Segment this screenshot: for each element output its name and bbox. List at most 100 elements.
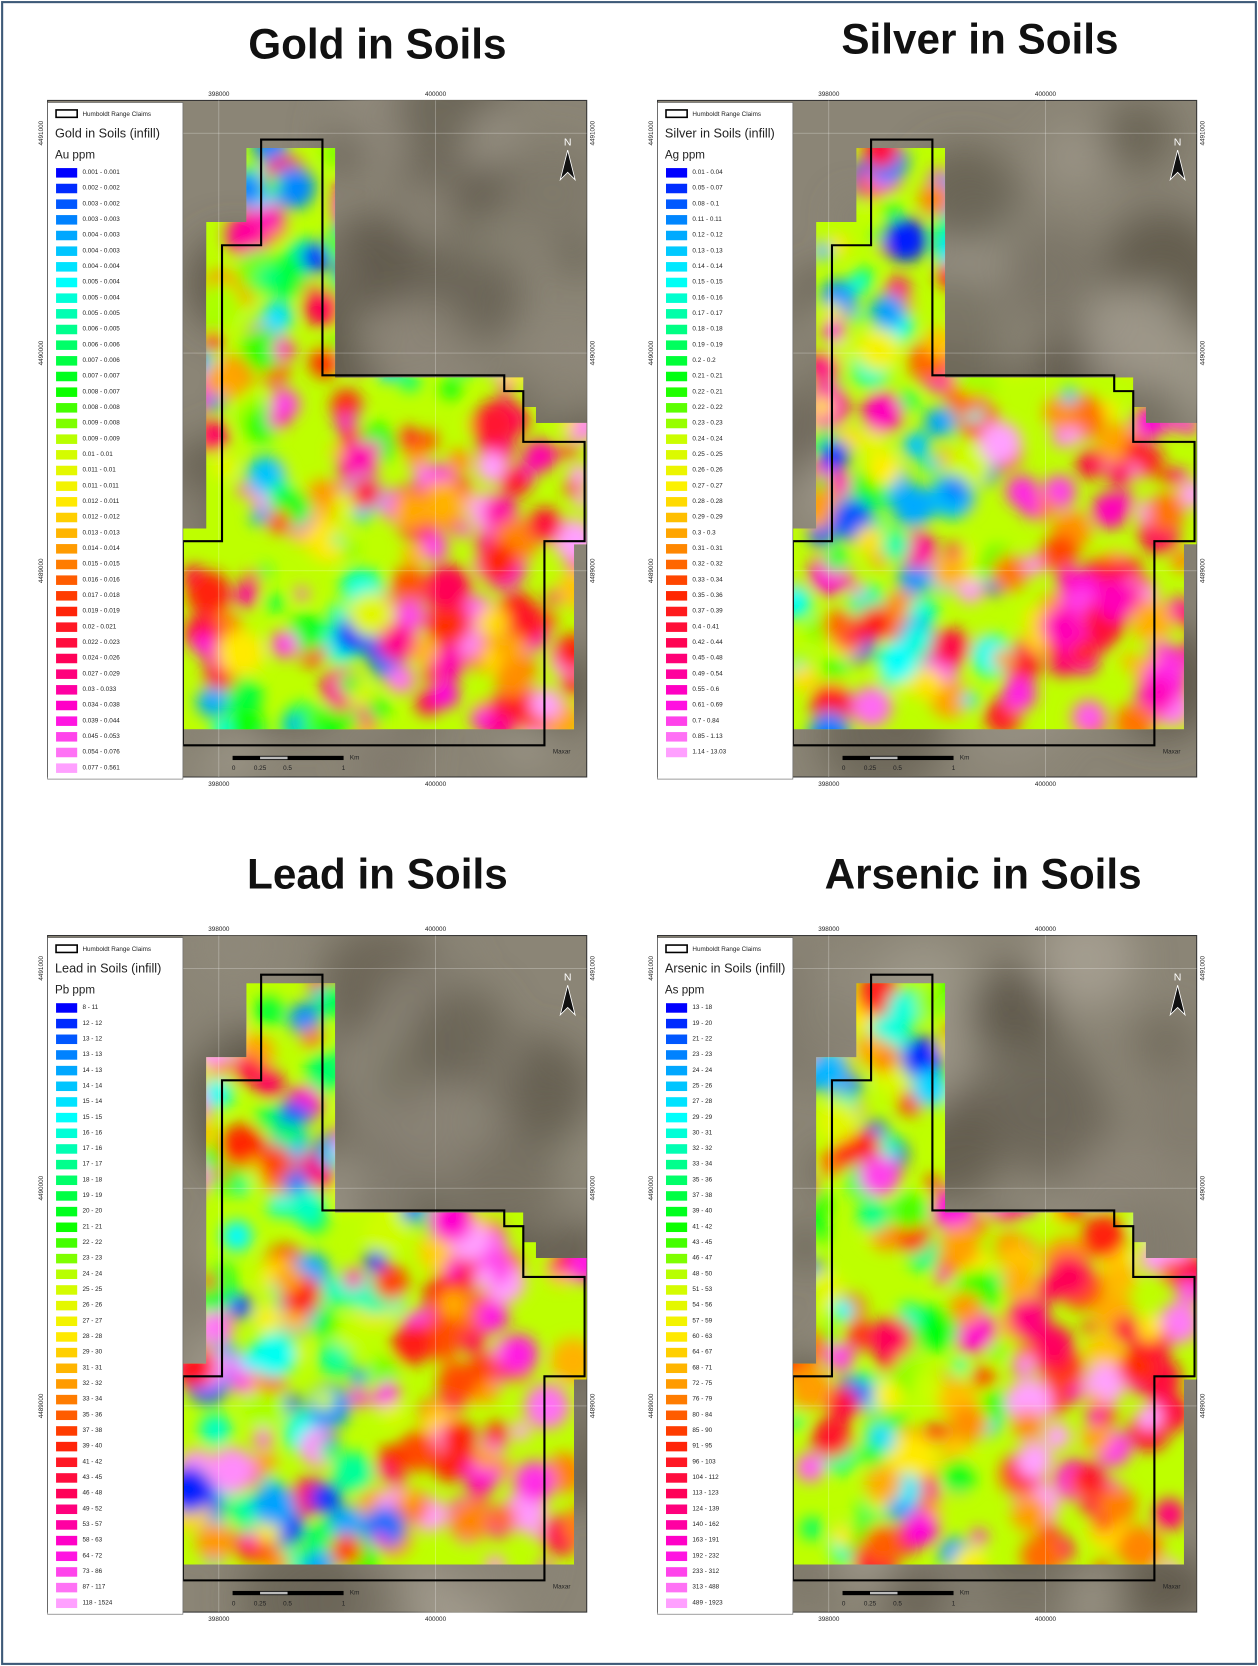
- legend-class: 0.31 - 0.31: [692, 545, 723, 552]
- legend-swatch: [666, 1207, 687, 1217]
- heat-blob: [857, 329, 900, 372]
- legend-swatch: [56, 1489, 77, 1499]
- scale-bar: [233, 756, 344, 760]
- heat-blob: [253, 1540, 269, 1556]
- heat-blob: [1006, 475, 1039, 508]
- easting-label: 400000: [1035, 926, 1057, 933]
- heat-blob: [973, 1366, 996, 1389]
- heat-blob: [495, 660, 532, 697]
- legend-swatch: [666, 1536, 687, 1546]
- legend-class: 0.7 - 0.84: [692, 717, 719, 724]
- easting-label: 398000: [818, 1616, 840, 1623]
- legend-swatch: [56, 1426, 77, 1436]
- legend-claims: Humboldt Range Claims: [692, 946, 761, 953]
- legend-swatch: [56, 1348, 77, 1358]
- northing-label: 4490000: [1200, 340, 1207, 365]
- legend-swatch: [56, 748, 77, 758]
- heat-blob: [1072, 1462, 1106, 1496]
- legend-swatch: [666, 466, 687, 476]
- terrain: [354, 731, 421, 798]
- legend-class: 0.32 - 0.32: [692, 561, 723, 568]
- northing-label: 4489000: [648, 558, 655, 583]
- terrain: [395, 64, 484, 153]
- legend-swatch: [56, 340, 77, 350]
- heat-blob: [988, 1342, 1008, 1362]
- heat-blob: [375, 1465, 390, 1480]
- legend-class: 13 - 13: [82, 1051, 102, 1058]
- scale-bar: [260, 757, 287, 760]
- legend-class: 25 - 26: [692, 1082, 712, 1089]
- heat-blob: [233, 1374, 253, 1394]
- legend-class: 0.37 - 0.39: [692, 608, 723, 615]
- heat-blob: [206, 395, 223, 412]
- scale-bar: [233, 1591, 344, 1595]
- heat-blob: [1147, 493, 1185, 531]
- legend-swatch: [56, 434, 77, 444]
- legend-claims: Humboldt Range Claims: [82, 111, 151, 118]
- heat-blob: [392, 1324, 433, 1365]
- legend-swatch: [666, 1348, 687, 1358]
- easting-label: 400000: [1035, 91, 1057, 98]
- northing-label: 4489000: [1200, 1393, 1207, 1418]
- heat-blob: [1154, 1499, 1186, 1531]
- heat-blob: [873, 1379, 903, 1409]
- legend-swatch: [666, 591, 687, 601]
- legend-swatch: [56, 450, 77, 460]
- heat-blob: [1117, 1525, 1163, 1571]
- legend-class: 489 - 1923: [692, 1599, 723, 1606]
- scale-label: 0.5: [893, 765, 902, 772]
- legend-class: 0.019 - 0.019: [82, 608, 120, 615]
- heat-blob: [564, 480, 579, 495]
- heat-blob: [942, 1458, 977, 1493]
- legend-swatch: [56, 1144, 77, 1154]
- easting-label: 400000: [1035, 1616, 1057, 1623]
- legend-swatch: [56, 1254, 77, 1264]
- credit: Maxar: [553, 1583, 571, 1590]
- scale-bar: [870, 1592, 897, 1595]
- heat-blob: [531, 1528, 544, 1541]
- heat-blob: [256, 1105, 281, 1130]
- legend-class: 0.054 - 0.076: [82, 749, 120, 756]
- heat-blob: [953, 1358, 967, 1372]
- legend-class: 12 - 12: [82, 1020, 102, 1027]
- legend-class: 0.15 - 0.15: [692, 279, 723, 286]
- legend-class: 0.001 - 0.001: [82, 169, 120, 176]
- scale-label: 1: [952, 765, 956, 772]
- easting-label: 400000: [425, 781, 447, 788]
- heat-blob: [1082, 1215, 1126, 1259]
- legend-class: 0.003 - 0.003: [82, 216, 120, 223]
- heat-blob: [266, 594, 284, 612]
- legend-unit: Au ppm: [55, 148, 95, 161]
- terrain: [406, 176, 458, 228]
- legend-class: 25 - 25: [82, 1286, 102, 1293]
- heat-blob: [832, 1299, 855, 1322]
- heat-blob: [531, 688, 562, 719]
- heat-blob: [1112, 1316, 1139, 1343]
- legend-swatch: [666, 372, 687, 382]
- legend-swatch: [666, 434, 687, 444]
- scale-unit: Km: [350, 1590, 360, 1597]
- heat-blob: [447, 449, 472, 474]
- heat-blob: [457, 524, 472, 539]
- legend-unit: Ag ppm: [665, 148, 705, 161]
- legend-class: 0.012 - 0.011: [82, 498, 119, 505]
- heat-blob: [271, 630, 299, 658]
- scale-unit: Km: [960, 1590, 970, 1597]
- legend-class: 0.22 - 0.22: [692, 404, 723, 411]
- heat-blob: [550, 1338, 596, 1384]
- legend-swatch: [666, 1552, 687, 1562]
- heat-blob: [334, 1318, 366, 1350]
- legend-swatch: [56, 1207, 77, 1217]
- scale-unit: Km: [960, 755, 970, 762]
- legend-class: 0.85 - 1.13: [692, 733, 723, 740]
- legend-swatch: [666, 1003, 687, 1013]
- legend-swatch: [56, 293, 77, 303]
- legend-class: 0.22 - 0.21: [692, 388, 723, 395]
- heat-blob: [971, 1529, 988, 1546]
- legend-swatch: [666, 654, 687, 664]
- legend-swatch: [666, 1332, 687, 1342]
- legend-swatch: [56, 1364, 77, 1374]
- legend-class: 0.42 - 0.44: [692, 639, 723, 646]
- legend-swatch: [666, 184, 687, 194]
- legend-swatch: [666, 1442, 687, 1452]
